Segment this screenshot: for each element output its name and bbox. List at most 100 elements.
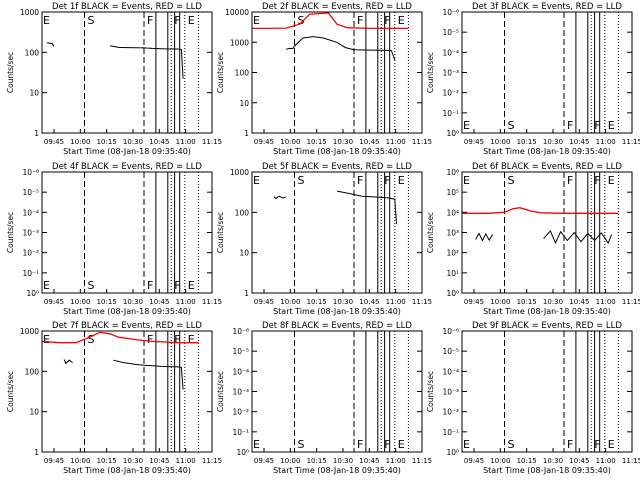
x-tick-label: 11:00 <box>596 457 616 465</box>
y-tick-label: 10⁻⁶ <box>442 327 459 336</box>
event-marker-label: F <box>567 119 573 132</box>
plot-title: Det 2f BLACK = Events, RED = LLD <box>262 2 412 12</box>
plot-frame <box>41 330 213 453</box>
y-tick-label: 10 <box>239 99 249 108</box>
event-marker-label: F <box>174 14 180 27</box>
event-marker-label: E <box>253 174 260 187</box>
y-tick-label: 1 <box>244 289 249 298</box>
event-marker-label: E <box>463 438 470 451</box>
y-tick-label: 10⁻⁴ <box>442 367 459 376</box>
plot-frame <box>461 11 633 134</box>
event-marker-label: E <box>253 438 260 451</box>
x-tick-label: 10:15 <box>97 138 117 146</box>
y-tick-label: 10¹ <box>446 269 459 278</box>
y-tick-label: 10 <box>29 89 39 98</box>
event-marker-label: E <box>398 14 405 27</box>
x-axis-label: Start Time (08-Jan-18 09:35:40) <box>63 307 191 316</box>
y-tick-label: 10⁻⁴ <box>22 208 39 217</box>
y-tick-label: 100 <box>235 208 250 217</box>
x-tick-label: 10:00 <box>280 457 300 465</box>
y-tick-label: 10⁻² <box>22 249 39 258</box>
event-marker-label: S <box>298 174 305 187</box>
event-marker-label: E <box>608 174 615 187</box>
y-tick-label: 10⁻¹ <box>232 428 249 437</box>
y-tick-label: 10⁻⁵ <box>22 188 39 197</box>
x-tick-label: 10:30 <box>333 138 353 146</box>
x-tick-label: 10:30 <box>123 138 143 146</box>
event-marker-label: F <box>384 14 390 27</box>
event-marker-label: F <box>147 14 153 27</box>
event-marker-label: E <box>398 174 405 187</box>
y-tick-label: 10⁻² <box>442 408 459 417</box>
plot-frame <box>461 171 633 294</box>
y-tick-label: 10⁻¹ <box>442 428 459 437</box>
event-marker-label: S <box>508 438 515 451</box>
x-tick-label: 11:15 <box>412 298 432 306</box>
event-marker-label: F <box>594 174 600 187</box>
x-tick-label: 10:30 <box>333 298 353 306</box>
y-axis-label: Counts/sec <box>426 371 435 412</box>
x-tick-label: 10:15 <box>517 457 537 465</box>
y-tick-label: 10⁻⁵ <box>442 347 459 356</box>
x-tick-label: 11:00 <box>386 457 406 465</box>
event-marker-label: S <box>298 14 305 27</box>
x-tick-label: 11:00 <box>176 457 196 465</box>
x-tick-label: 11:15 <box>622 457 640 465</box>
event-marker-label: E <box>398 438 405 451</box>
y-tick-label: 10⁰ <box>446 289 459 298</box>
y-tick-label: 10⁵ <box>446 188 459 197</box>
events-series-line <box>47 42 55 47</box>
y-tick-label: 100 <box>25 48 40 57</box>
x-tick-label: 10:15 <box>517 298 537 306</box>
plot-frame <box>41 171 213 294</box>
plot-frame <box>251 330 423 453</box>
event-marker-label: F <box>567 174 573 187</box>
x-tick-label: 09:45 <box>254 138 274 146</box>
x-tick-label: 11:00 <box>596 298 616 306</box>
y-tick-label: 10⁻⁶ <box>442 8 459 17</box>
x-tick-label: 10:15 <box>97 298 117 306</box>
x-axis-label: Start Time (08-Jan-18 09:35:40) <box>273 466 401 475</box>
y-tick-label: 10⁻⁶ <box>232 327 249 336</box>
event-marker-label: F <box>357 174 363 187</box>
x-tick-label: 10:00 <box>490 457 510 465</box>
x-tick-label: 09:45 <box>254 298 274 306</box>
y-axis-label: Counts/sec <box>6 52 15 93</box>
event-marker-label: F <box>594 119 600 132</box>
event-marker-label: S <box>88 279 95 292</box>
x-tick-label: 11:15 <box>202 298 222 306</box>
y-tick-label: 100 <box>25 367 40 376</box>
events-series-line <box>273 195 287 200</box>
event-marker-label: E <box>43 14 50 27</box>
y-tick-label: 1 <box>244 129 249 138</box>
x-tick-label: 10:30 <box>333 457 353 465</box>
y-tick-label: 1000 <box>230 168 249 177</box>
y-tick-label: 10⁻² <box>442 89 459 98</box>
y-tick-label: 10⁻³ <box>22 229 39 238</box>
x-tick-label: 11:15 <box>622 138 640 146</box>
event-marker-label: E <box>253 14 260 27</box>
x-tick-label: 10:45 <box>569 457 589 465</box>
y-tick-label: 1000 <box>20 327 39 336</box>
y-tick-label: 10³ <box>446 229 459 238</box>
event-marker-label: S <box>88 14 95 27</box>
event-marker-label: F <box>594 438 600 451</box>
x-tick-label: 11:15 <box>202 457 222 465</box>
x-axis-label: Start Time (08-Jan-18 09:35:40) <box>483 466 611 475</box>
x-tick-label: 10:00 <box>280 298 300 306</box>
event-marker-label: E <box>188 333 195 346</box>
y-axis-label: Counts/sec <box>6 371 15 412</box>
y-tick-label: 10⁰ <box>446 448 459 457</box>
y-tick-label: 1 <box>34 129 39 138</box>
y-tick-label: 10⁻³ <box>442 69 459 78</box>
events-series-line <box>113 359 184 390</box>
plot-title: Det 7f BLACK = Events, RED = LLD <box>52 321 202 331</box>
x-tick-label: 10:30 <box>123 298 143 306</box>
plot-title: Det 6f BLACK = Events, RED = LLD <box>472 162 622 172</box>
y-tick-label: 1000 <box>230 38 249 47</box>
x-axis-label: Start Time (08-Jan-18 09:35:40) <box>63 147 191 156</box>
